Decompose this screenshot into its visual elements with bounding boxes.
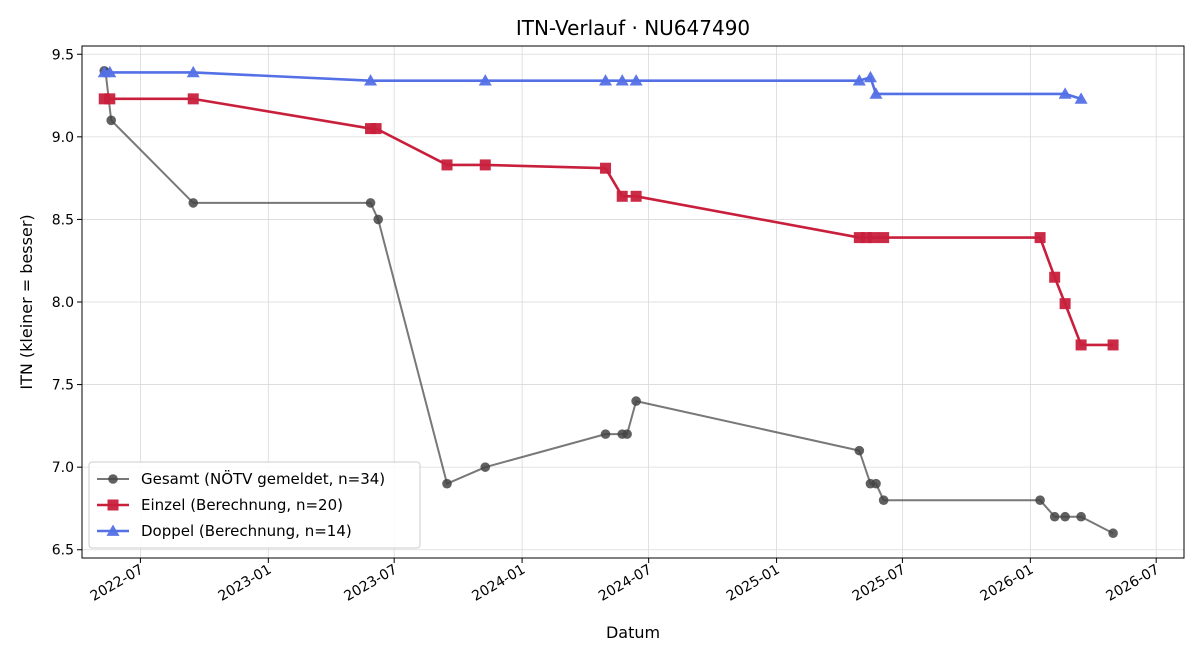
data-point [871,478,881,489]
data-point [364,74,378,86]
data-point [852,74,866,86]
data-point [622,429,632,439]
data-point [616,190,628,202]
legend: Gesamt (NÖTV gemeldet, n=34) Einzel (Bere… [88,461,421,549]
data-point [599,74,613,86]
data-point [867,232,879,244]
data-point [480,462,491,472]
data-point [187,93,199,105]
data-point [479,159,491,171]
data-point [1060,511,1070,522]
data-point [1058,87,1072,99]
data-point [188,198,199,208]
y-tick-label: 9.5 [52,47,74,63]
data-point [1076,511,1086,522]
data-point [98,93,110,105]
y-axis-ticks: 6.5 7.0 7.5 8.0 8.5 9.0 9.5 [52,47,82,559]
legend-marker [107,499,119,511]
series-layer [97,65,1119,539]
data-point [441,159,453,171]
data-point [600,162,612,174]
y-tick-label: 8.0 [52,295,74,311]
y-axis-label: ITN (kleiner = besser) [17,214,36,389]
y-tick-label: 9.0 [52,130,74,146]
data-point [629,74,643,86]
series-2 [98,93,1119,351]
data-point [878,232,890,244]
legend-label: Gesamt (NÖTV gemeldet, n=34) [141,469,385,488]
data-point [370,123,382,135]
data-point [1108,528,1118,539]
data-point [442,478,452,489]
data-point [104,93,116,105]
data-point [863,70,877,83]
y-tick-label: 6.5 [52,543,74,559]
legend-label: Einzel (Berechnung, n=20) [141,496,343,514]
data-point [1049,271,1061,283]
data-point [853,232,865,244]
data-point [1035,495,1045,505]
data-point [878,495,889,505]
data-point [365,123,377,135]
data-point [478,74,492,86]
y-tick-label: 7.5 [52,378,74,394]
data-point [630,190,642,202]
legend-item: Gesamt (NÖTV gemeldet, n=34) [97,469,385,488]
data-point [1059,298,1071,310]
data-point [615,74,629,86]
legend-item: Einzel (Berechnung, n=20) [97,496,343,514]
legend-marker [106,524,120,536]
data-point [373,214,383,225]
series-3 [97,65,1088,104]
grid-lines [82,46,1184,558]
y-tick-label: 7.0 [52,460,74,476]
data-point [1049,511,1060,522]
y-tick-label: 8.5 [52,212,74,228]
data-point [1074,92,1088,104]
data-point [365,198,376,208]
legend-box [88,461,421,549]
legend-marker [108,474,118,484]
data-point [860,232,872,244]
legend-label: Doppel (Berechnung, n=14) [141,522,352,540]
data-point [103,65,117,78]
chart-title: ITN-Verlauf · NU647490 [516,16,750,40]
data-point [1034,232,1046,244]
data-point [1075,339,1087,351]
data-point [600,429,611,439]
data-point [186,65,200,78]
legend-item: Doppel (Berechnung, n=14) [97,522,352,540]
data-point [631,396,641,406]
data-point [854,445,865,456]
data-point [106,115,117,126]
data-point [869,87,883,99]
x-axis-label: Datum [606,623,660,642]
data-point [1107,339,1119,351]
